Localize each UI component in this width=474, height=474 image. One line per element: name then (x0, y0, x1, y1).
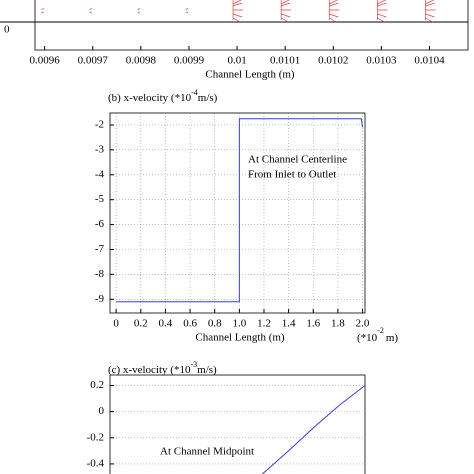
y-tick-label: 0 (4, 24, 10, 36)
x-tick-label: 0.4 (159, 318, 173, 330)
x-tick-label: 0.0099 (174, 55, 205, 67)
x-tick-label: 0.8 (208, 318, 222, 330)
y-tick-label: -9 (95, 293, 105, 305)
x-tick-label: 0.6 (183, 318, 197, 330)
x-tick-label: 0.0101 (270, 55, 300, 67)
x-tick-label: 0.0103 (366, 55, 397, 67)
vector-glyph (41, 7, 44, 14)
x-tick-label: 1.6 (306, 318, 320, 330)
y-tick-label: -2 (95, 118, 104, 130)
vector-glyph (328, 0, 340, 23)
panel-title: (c) x-velocity (*10-3m/s) (108, 360, 217, 376)
panel-title: (b) x-velocity (*10-4m/s) (108, 88, 218, 104)
y-tick-label: -3 (95, 143, 105, 155)
x-tick-label: 1.2 (257, 318, 271, 330)
title-text: (c) x-velocity (*10 (108, 364, 191, 376)
unit-prefix: (*10 (357, 332, 378, 344)
x-tick-label: 2.0 (356, 318, 370, 330)
vector-glyph (89, 7, 92, 14)
y-tick-label: -4 (95, 168, 105, 180)
vector-field (41, 0, 436, 23)
y-tick-label: -8 (95, 268, 105, 280)
plot-frame (34, 0, 469, 51)
panel: 0.2 0 -0.2 -0.4 (c) x-velocity (*10-3m/s) At … (87, 360, 366, 474)
vector-glyph (232, 0, 244, 23)
vector-glyph (280, 0, 292, 23)
x-tick-label: 0.0096 (29, 55, 60, 67)
x-tick-label: 0 (113, 318, 119, 330)
annotation: From Inlet to Outlet (248, 169, 336, 181)
x-tick-label: 1.4 (282, 318, 296, 330)
panel: -2 -3 -4 -5 -6 -7 -8 -9 0 0.2 0.4 0.6 0.8 1.0 1.2 1.4 1.… (95, 88, 399, 344)
y-tick-label: 0 (99, 405, 105, 417)
x-axis-unit: (*10-2m) (357, 326, 398, 344)
title-unit: m/s) (198, 92, 218, 104)
y-tick-label: -7 (95, 243, 105, 255)
series-line (261, 385, 365, 474)
plot-frame (109, 112, 366, 314)
title-exponent: -3 (190, 360, 197, 369)
x-tick-label: 0.0104 (414, 55, 445, 67)
x-tick-label: 1.0 (232, 318, 246, 330)
annotation: At Channel Midpoint (160, 446, 254, 458)
y-tick-label: 0.2 (90, 379, 104, 391)
unit-exponent: -2 (377, 326, 384, 335)
vector-glyph (425, 0, 436, 23)
x-axis-label: Channel Length (m) (205, 69, 295, 81)
y-tick-label: -0.4 (87, 457, 105, 469)
vector-glyph (137, 7, 141, 14)
vector-glyph (377, 0, 388, 23)
title-text: (b) x-velocity (*10 (108, 92, 192, 104)
title-unit: m/s) (197, 364, 217, 376)
y-tick-label: -5 (95, 193, 105, 205)
y-tick-label: -6 (95, 218, 105, 230)
x-axis-label: Channel Length (m) (195, 332, 285, 344)
x-tick-label: 0.0098 (126, 55, 157, 67)
x-tick-label: 1.8 (331, 318, 345, 330)
series-line (116, 118, 364, 303)
y-tick-label: -0.2 (87, 431, 104, 443)
unit-tail: m) (386, 332, 399, 344)
x-tick-label: 0.2 (134, 318, 148, 330)
panel: 0 0.0096 0.0097 0.0098 0.0099 0.01 0.0101 0.010… (0, 0, 469, 81)
x-tick-label: 0.0102 (318, 55, 348, 67)
plot-frame (109, 374, 366, 474)
title-exponent: -4 (191, 88, 198, 97)
x-tick-label: 0.0097 (78, 55, 109, 67)
vector-glyph (185, 7, 189, 14)
annotation: At Channel Centerline (248, 154, 347, 166)
x-tick-label: 0.01 (227, 55, 246, 67)
